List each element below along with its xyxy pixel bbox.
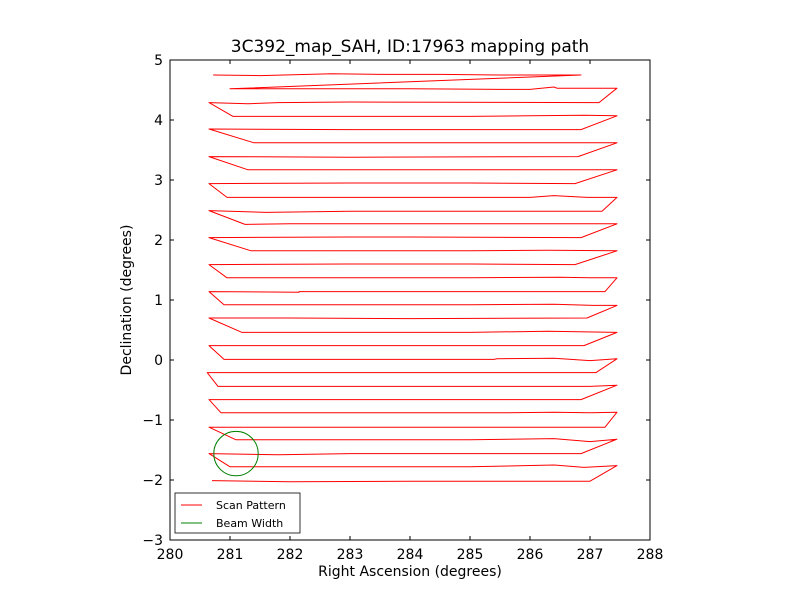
- y-tick-label: 0: [154, 353, 163, 369]
- y-tick-label: −1: [142, 413, 163, 429]
- y-tick-label: 3: [154, 173, 163, 189]
- y-tick-label: 1: [154, 293, 163, 309]
- y-tick-label: −2: [142, 473, 163, 489]
- beam-width-circle: [213, 430, 259, 477]
- y-axis-label: Declination (degrees): [119, 225, 135, 376]
- x-tick-label: 282: [277, 547, 304, 563]
- x-axis: 280 281 282 283 284 285 286 287 288: [157, 60, 664, 563]
- y-axis: −3 −2 −1 0 1 2 3 4 5: [142, 53, 650, 549]
- plot-frame: [169, 59, 651, 541]
- x-tick-label: 286: [517, 547, 544, 563]
- y-tick-label: −3: [142, 533, 163, 549]
- scan-pattern-line: [206, 73, 618, 483]
- x-tick-label: 284: [397, 547, 424, 563]
- plot-area: [206, 73, 618, 483]
- x-tick-label: 283: [337, 547, 364, 563]
- y-tick-label: 5: [154, 53, 163, 69]
- legend: Scan Pattern Beam Width: [174, 492, 301, 534]
- legend-box: [174, 492, 301, 534]
- y-tick-label: 4: [154, 113, 163, 129]
- x-tick-label: 281: [217, 547, 244, 563]
- x-tick-label: 288: [637, 547, 664, 563]
- x-tick-label: 285: [457, 547, 484, 563]
- x-tick-label: 287: [577, 547, 604, 563]
- x-tick-label: 280: [157, 547, 184, 563]
- y-tick-label: 2: [154, 233, 163, 249]
- x-axis-label: Right Ascension (degrees): [318, 564, 502, 580]
- legend-label-scan-pattern: Scan Pattern: [216, 499, 286, 512]
- legend-label-beam-width: Beam Width: [216, 517, 283, 530]
- chart-title: 3C392_map_SAH, ID:17963 mapping path: [231, 37, 589, 57]
